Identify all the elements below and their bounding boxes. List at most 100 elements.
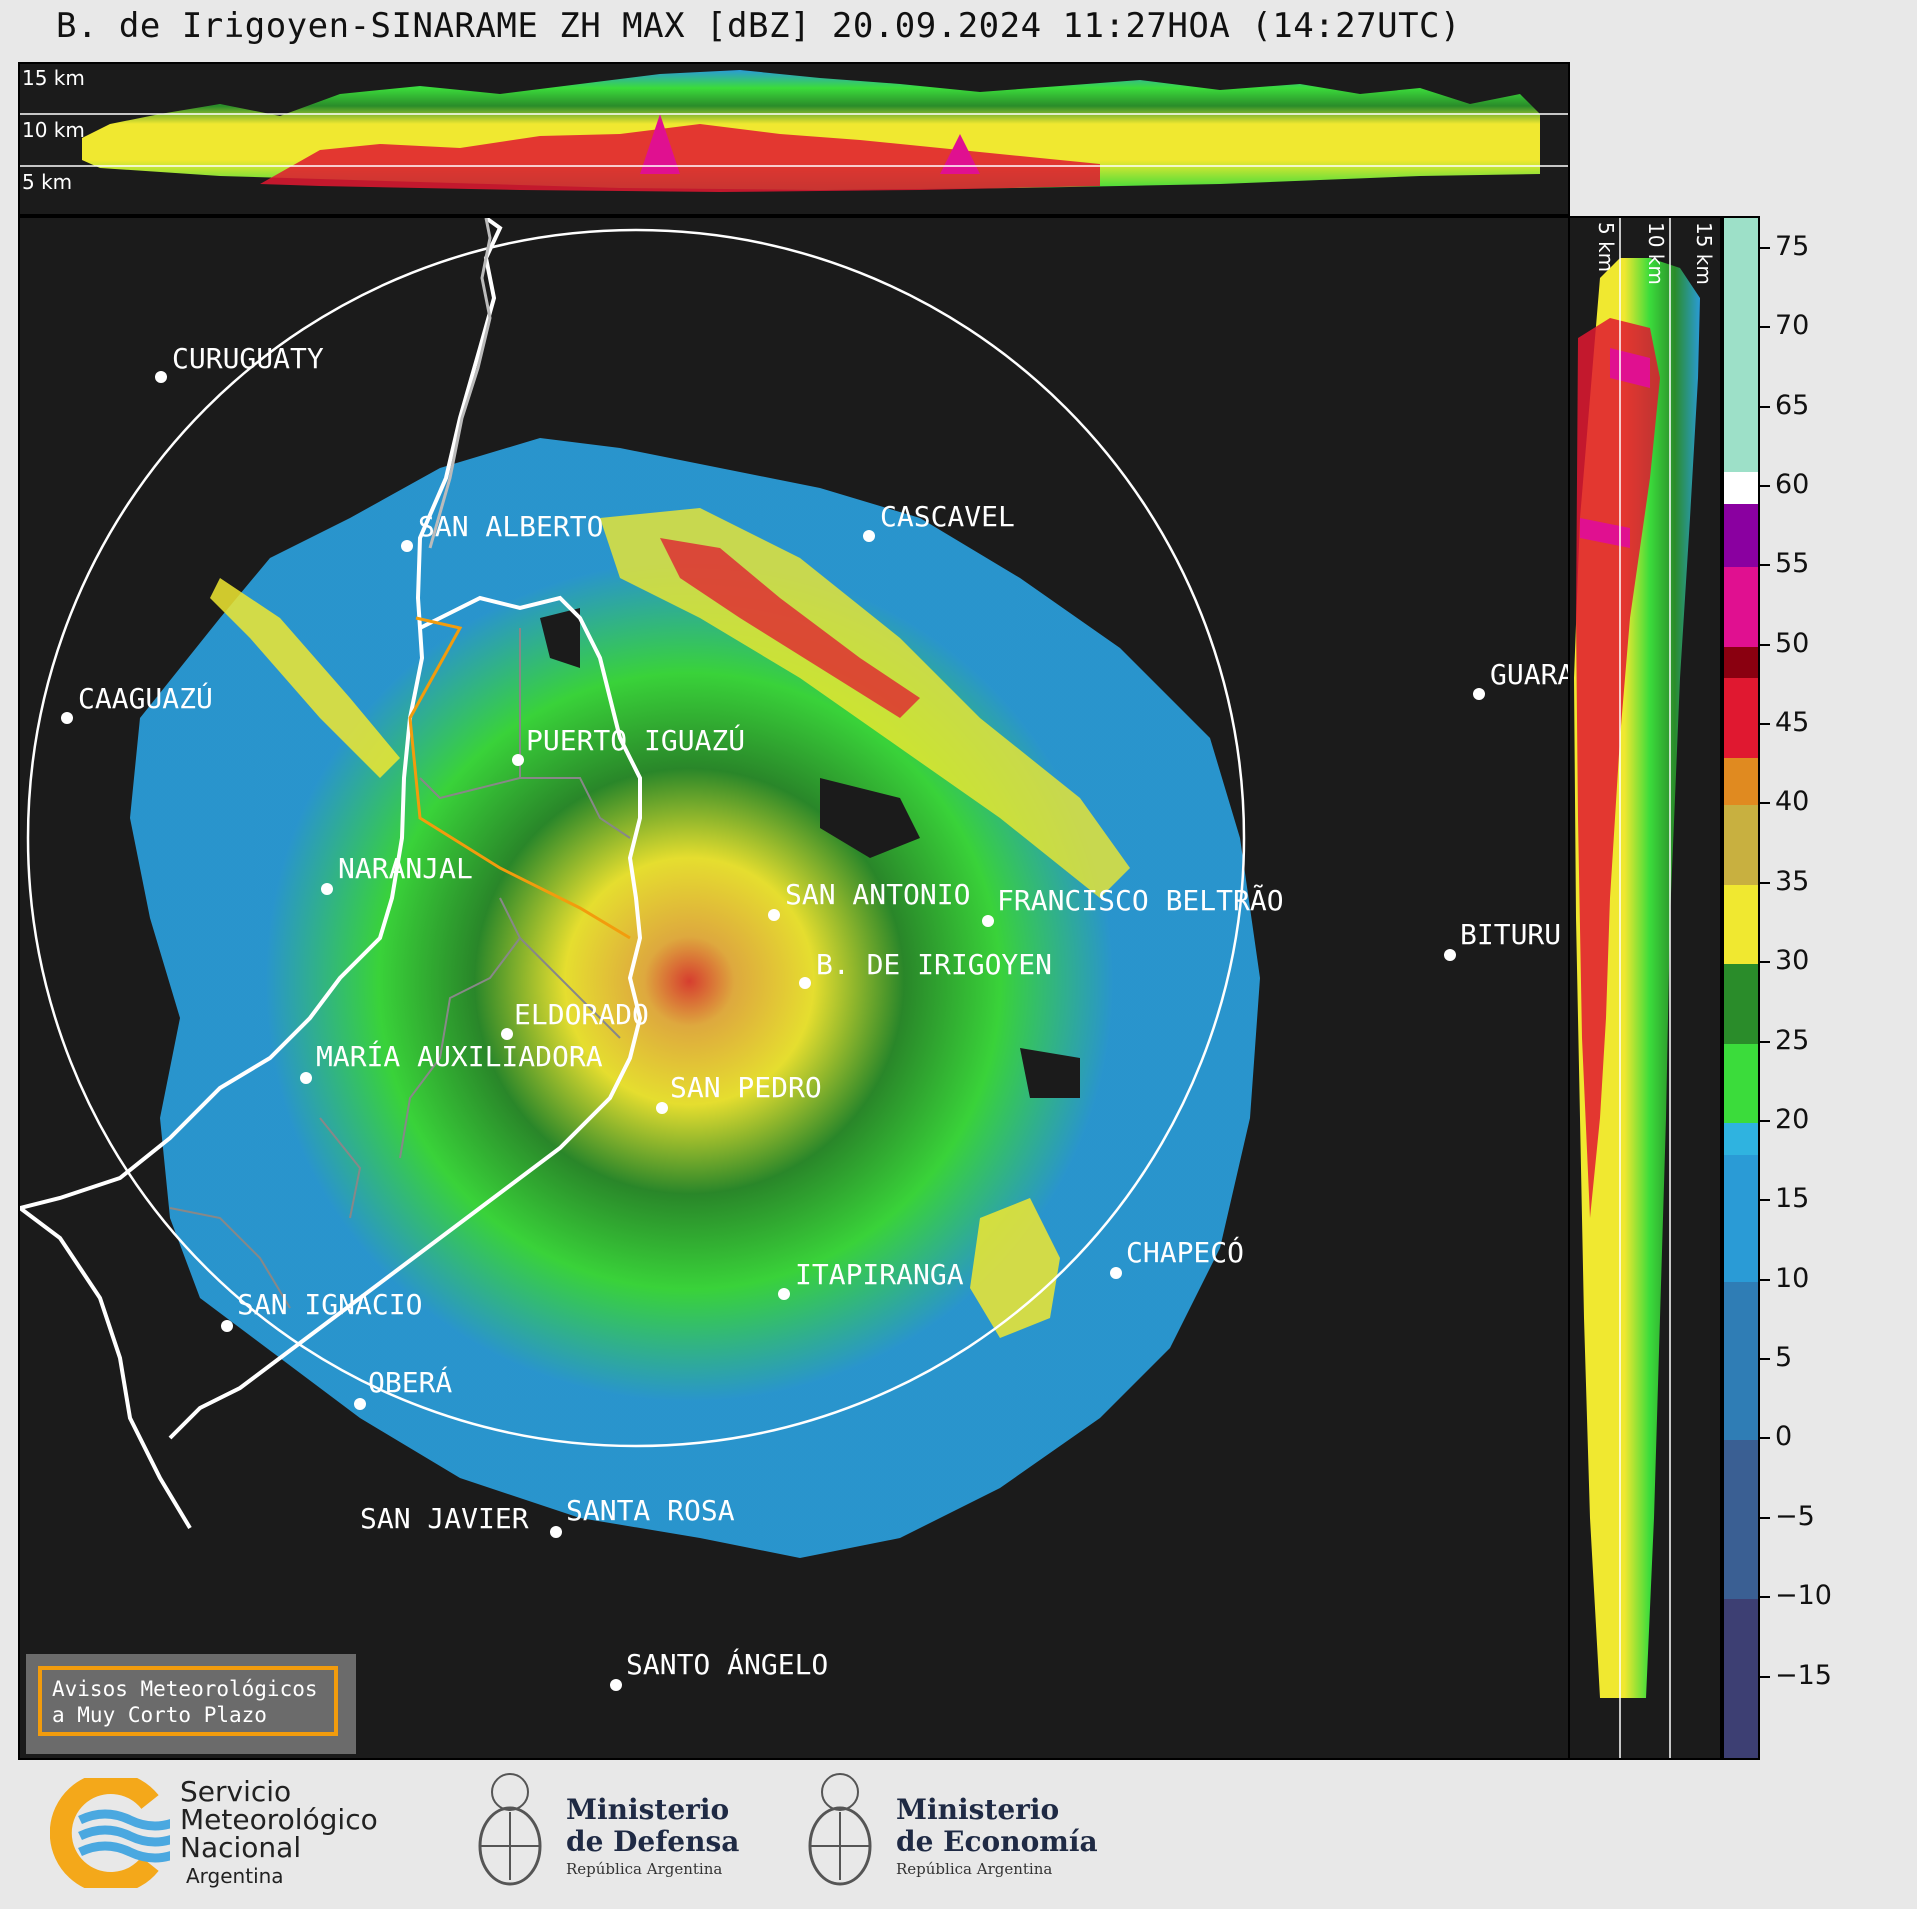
defensa-line2: de Defensa bbox=[566, 1825, 740, 1858]
colorbar-segment bbox=[1724, 805, 1758, 885]
colorbar-segment bbox=[1724, 1440, 1758, 1600]
colorbar-segment bbox=[1724, 646, 1758, 679]
avisos-box[interactable]: Avisos Meteorológicos a Muy Corto Plazo bbox=[26, 1654, 356, 1754]
echo-band-nw bbox=[210, 578, 400, 778]
avisos-line1: Avisos Meteorológicos bbox=[52, 1677, 318, 1701]
city-dot-b-de-irigoyen bbox=[799, 977, 811, 989]
colorbar-tick bbox=[1760, 1040, 1770, 1043]
city-label-guarapuava: GUARA bbox=[1490, 658, 1570, 691]
city-dot-naranjal bbox=[321, 883, 333, 895]
city-label-san-alberto: SAN ALBERTO bbox=[418, 510, 604, 543]
city-label-puerto-iguazu: PUERTO IGUAZÚ bbox=[526, 724, 746, 757]
colorbar-tick bbox=[1760, 1119, 1770, 1122]
city-label-san-ignacio: SAN IGNACIO bbox=[237, 1288, 423, 1321]
colorbar-segment bbox=[1724, 472, 1758, 504]
colorbar-tick-label: 45 bbox=[1775, 707, 1810, 739]
avisos-link[interactable]: Avisos Meteorológicos a Muy Corto Plazo bbox=[38, 1666, 338, 1736]
colorbar-tick bbox=[1760, 881, 1770, 884]
top-altitude-label-5: 5 km bbox=[22, 170, 73, 194]
city-label-cascavel: CASCAVEL bbox=[880, 500, 1015, 533]
colorbar-segment bbox=[1724, 1122, 1758, 1155]
economia-line1: Ministerio bbox=[896, 1793, 1060, 1826]
colorbar-tick-label: 20 bbox=[1775, 1103, 1810, 1135]
colorbar-tick-label: 0 bbox=[1775, 1421, 1793, 1453]
defensa-line1: Ministerio bbox=[566, 1793, 730, 1826]
economia-line2: de Economía bbox=[896, 1825, 1098, 1858]
echo-chapeco bbox=[970, 1198, 1060, 1338]
colorbar-tick-label: 5 bbox=[1775, 1342, 1793, 1374]
colorbar-tick bbox=[1760, 246, 1770, 249]
colorbar-segment bbox=[1724, 1281, 1758, 1441]
city-dot-eldorado bbox=[501, 1028, 513, 1040]
smn-line2: Meteorológico bbox=[180, 1803, 378, 1836]
city-dot-santa-rosa bbox=[550, 1526, 562, 1538]
city-label-b-de-irigoyen: B. DE IRIGOYEN bbox=[816, 948, 1053, 981]
colorbar-tick bbox=[1760, 723, 1770, 726]
coat-of-arms-defensa-icon bbox=[472, 1762, 548, 1900]
side-echo-core bbox=[1576, 318, 1660, 1218]
range-ring bbox=[26, 228, 1246, 1448]
border-paraguay-river bbox=[428, 218, 492, 549]
city-label-francisco-beltrao: FRANCISCO BELTRÃO bbox=[997, 884, 1284, 917]
city-dot-san-alberto bbox=[401, 540, 413, 552]
city-label-santa-rosa: SANTA ROSA bbox=[566, 1494, 735, 1527]
route-orange bbox=[408, 616, 631, 940]
defensa-sub: República Argentina bbox=[566, 1860, 723, 1878]
city-dot-caaguazu bbox=[61, 712, 73, 724]
city-label-eldorado: ELDORADO bbox=[514, 998, 649, 1031]
smn-logo-wave bbox=[78, 1825, 182, 1847]
colorbar-tick bbox=[1760, 484, 1770, 487]
colorbar-tick bbox=[1760, 802, 1770, 805]
city-label-obera: OBERÁ bbox=[368, 1366, 453, 1399]
colorbar-segment bbox=[1724, 884, 1758, 965]
smn-line3: Nacional bbox=[180, 1831, 302, 1864]
colorbar-tick-label: 40 bbox=[1775, 786, 1810, 818]
colorbar-tick bbox=[1760, 1278, 1770, 1281]
side-echo-peak bbox=[1580, 348, 1650, 548]
smn-line4: Argentina bbox=[186, 1864, 284, 1888]
city-dot-itapiranga bbox=[778, 1288, 790, 1300]
city-dot-chapeco bbox=[1110, 1267, 1122, 1279]
smn-logo bbox=[49, 1772, 182, 1894]
city-dot-puerto-iguazu bbox=[512, 754, 524, 766]
city-label-santo-angelo: SANTO ÁNGELO bbox=[626, 1648, 829, 1681]
city-dot-san-ignacio bbox=[221, 1320, 233, 1332]
colorbar-tick bbox=[1760, 564, 1770, 567]
dbz-colorbar bbox=[1722, 216, 1760, 1760]
colorbar-tick-label: 65 bbox=[1775, 389, 1810, 421]
colorbar-tick-label: 10 bbox=[1775, 1262, 1810, 1294]
colorbar-tick-label: 60 bbox=[1775, 468, 1810, 500]
echo-gap-east bbox=[820, 778, 920, 858]
colorbar-tick-label: 35 bbox=[1775, 865, 1810, 897]
colorbar-tick-label: 15 bbox=[1775, 1183, 1810, 1215]
colorbar-segment bbox=[1724, 757, 1758, 806]
border-brazil-argentina bbox=[168, 595, 643, 1440]
colorbar-tick-label: −5 bbox=[1775, 1500, 1815, 1532]
city-dot-francisco-beltrao bbox=[982, 915, 994, 927]
city-dot-bituruna bbox=[1444, 949, 1456, 961]
colorbar-segment bbox=[1724, 503, 1758, 568]
smn-logo-ring bbox=[49, 1772, 159, 1894]
top-echo-core bbox=[260, 124, 1100, 192]
city-dot-santo-angelo bbox=[610, 1679, 622, 1691]
side-altitude-label-10: 10 km bbox=[1644, 222, 1668, 285]
colorbar-tick bbox=[1760, 405, 1770, 408]
city-label-bituruna: BITURU bbox=[1460, 918, 1562, 951]
colorbar-tick-label: 75 bbox=[1775, 230, 1810, 262]
city-dot-san-pedro bbox=[656, 1102, 668, 1114]
colorbar-tick bbox=[1760, 643, 1770, 646]
city-label-itapiranga: ITAPIRANGA bbox=[795, 1258, 964, 1291]
city-dot-guarapuava bbox=[1473, 688, 1485, 700]
city-label-maria-auxiliadora: MARÍA AUXILIADORA bbox=[316, 1040, 603, 1073]
top-cross-section-panel: 15 km 10 km 5 km bbox=[18, 62, 1570, 216]
colorbar-tick bbox=[1760, 326, 1770, 329]
city-dot-maria-auxiliadora bbox=[300, 1072, 312, 1084]
colorbar-tick bbox=[1760, 1358, 1770, 1361]
smn-logo-text: Servicio Meteorológico Nacional Argentin… bbox=[180, 1778, 378, 1890]
city-label-caaguazu: CAAGUAZÚ bbox=[78, 682, 213, 715]
colorbar-tick-label: −15 bbox=[1775, 1659, 1832, 1691]
colorbar-tick bbox=[1760, 961, 1770, 964]
smn-logo-wave bbox=[78, 1809, 182, 1831]
radar-ppi-map[interactable]: CURUGUATY SAN ALBERTO CASCAVEL CAAGUAZÚ … bbox=[18, 216, 1570, 1760]
smn-logo-wave bbox=[78, 1841, 182, 1863]
